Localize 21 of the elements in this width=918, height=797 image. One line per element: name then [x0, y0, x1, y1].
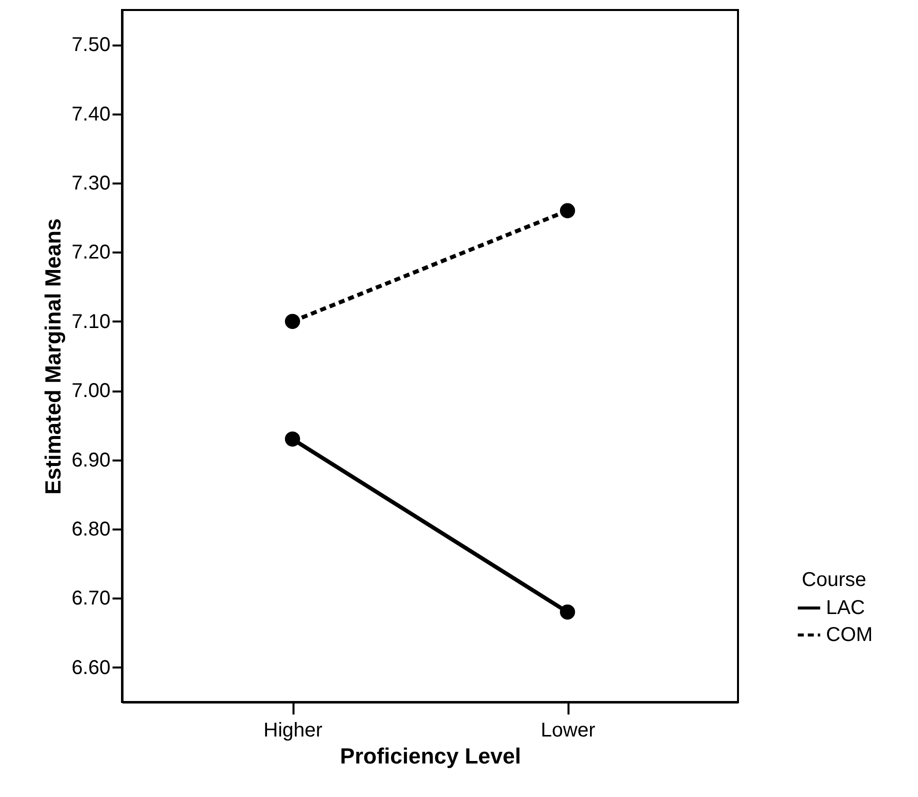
x-tick-label: Lower	[540, 720, 596, 742]
y-tick-label: 7.10	[72, 310, 110, 333]
point	[560, 604, 576, 620]
x-tick-label: Higher	[264, 720, 323, 742]
y-axis-title: Estimated Marginal Means	[40, 218, 66, 495]
y-tick-label: 6.80	[72, 518, 110, 540]
y-tick-label: 6.60	[72, 656, 110, 679]
point	[284, 431, 300, 447]
y-tick-label: 7.30	[72, 172, 110, 194]
y-tick-label: 7.40	[72, 103, 110, 126]
y-tick-label: 6.70	[72, 588, 110, 610]
legend-title: Course	[802, 569, 866, 591]
y-tick-label: 7.00	[72, 380, 110, 402]
legend-label: COM	[826, 624, 873, 646]
y-tick-label: 7.20	[72, 242, 110, 264]
point	[284, 314, 300, 329]
y-tick-label: 6.90	[72, 449, 110, 472]
point	[560, 203, 576, 218]
legend-label: LAC	[826, 597, 865, 619]
y-tick-label: 7.50	[72, 34, 110, 56]
x-axis-title: Proficiency Level	[340, 744, 521, 768]
